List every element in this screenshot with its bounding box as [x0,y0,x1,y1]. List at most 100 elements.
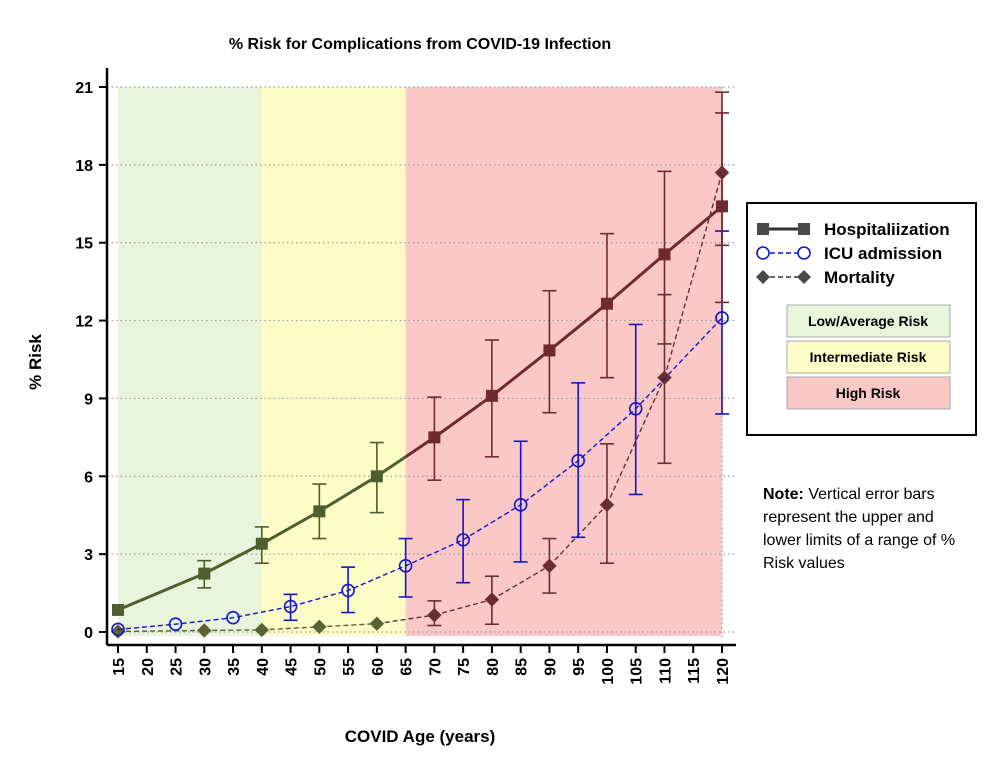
mortality-line-seg-1 [204,629,262,632]
chart-title: % Risk for Complications from COVID-19 I… [229,36,611,53]
legend: Hospitaliization ICU admission Mortality Lo… [746,202,977,436]
x-tick-label-75: 75 [456,658,473,676]
note-body: Vertical error bars represent the upper … [763,486,956,572]
mortality-line-seg-6 [491,565,550,601]
mortality-point-80 [484,592,500,607]
y-tick-label-12: 12 [75,314,93,331]
x-tick-label-120: 120 [715,658,732,685]
risk-zones [118,87,722,636]
note-text: Note: Vertical error bars represent the … [763,483,973,575]
icu-point-15 [111,622,125,637]
hosp-point-60 [370,470,383,483]
mortality-point-60 [369,616,385,631]
grid-lines [107,86,735,640]
mortality-point-50 [312,619,327,635]
zone-0 [118,87,262,636]
note-label: Note: [763,486,804,503]
legend-zone-label-0: Low/Average Risk [808,313,928,329]
hosp-line-seg-8 [605,253,666,305]
legend-hosp-label: Hospitaliization [824,220,950,239]
y-tick-label-18: 18 [75,158,93,175]
mortality-point-70 [427,607,442,623]
x-tick-label-65: 65 [399,658,416,676]
mortality-point-40 [254,622,270,638]
icu-point-25 [168,617,183,632]
x-tick-label-25: 25 [169,658,186,676]
hosp-point-70 [428,431,441,444]
legend-zone-label-1: Intermediate Risk [810,349,927,365]
icu-point-105 [628,402,643,416]
mortality-line-seg-4 [376,614,435,625]
y-tick-label-9: 9 [84,391,93,408]
hosp-point-40 [255,537,268,550]
x-tick-label-30: 30 [197,658,214,676]
legend-mort-marker-b [797,270,811,284]
legend-hosp-marker-a [757,223,769,235]
y-tick-label-3: 3 [84,547,93,564]
icu-point-75 [456,533,470,547]
mortality-line-seg-9 [663,172,723,378]
hosp-point-30 [198,567,211,580]
x-tick-label-70: 70 [427,658,444,676]
x-tick-label-100: 100 [600,658,617,685]
legend-mort-label: Mortality [824,268,895,287]
hosp-point-15 [112,603,124,616]
x-tick-label-20: 20 [140,658,157,676]
hosp-line-seg-5 [433,394,493,439]
icu-point-45 [283,599,298,614]
x-tick-label-50: 50 [312,658,329,676]
x-tick-label-110: 110 [657,658,674,684]
icu-point-85 [513,498,528,512]
series-group [110,91,730,639]
x-tick-label-105: 105 [629,658,646,685]
x-tick-label-95: 95 [571,658,588,676]
x-tick-label-85: 85 [514,658,531,676]
hosp-line-seg-2 [261,510,321,546]
icu-point-120 [715,311,729,325]
y-tick-label-21: 21 [75,80,93,97]
hosp-line-seg-9 [663,205,723,256]
legend-icu-marker-b [797,246,811,260]
legend-icu-marker-a [756,246,770,260]
icu-point-35 [226,610,240,625]
mortality-point-90 [542,558,557,574]
icu-point-95 [571,453,585,468]
x-tick-label-15: 15 [111,658,128,676]
mortality-point-30 [197,623,212,638]
y-tick-label-0: 0 [84,625,93,642]
y-axis-label: % Risk [26,334,45,390]
x-tick-label-55: 55 [341,658,358,676]
mortality-line-seg-2 [261,626,320,631]
hosp-point-100 [600,297,613,310]
legend-zone-label-2: High Risk [836,385,901,401]
icu-line [117,317,723,631]
hosp-line-seg-7 [548,302,608,352]
x-tick-label-80: 80 [485,658,502,676]
legend-zone-box-1 [786,340,951,374]
y-tick-label-15: 15 [75,236,93,253]
axes: 0 3 6 9 12 15 18 21 15 20 25 30 35 40 45 50 55 60 65 70 75 80… [75,68,736,685]
icu-point-55 [341,583,355,598]
x-tick-label-45: 45 [284,658,301,676]
icu-point-65 [398,559,413,573]
legend-icu-label: ICU admission [824,244,942,263]
mortality-line-seg-0 [117,629,205,633]
mortality-line-seg-5 [434,598,493,616]
x-tick-label-35: 35 [226,658,243,676]
hosp-point-80 [485,389,498,402]
hosp-line-seg-1 [203,542,263,575]
legend-zone-box-0 [786,304,951,338]
x-axis-label: COVID Age (years) [345,727,496,746]
legend-zone-box-2 [786,376,951,410]
x-tick-label-115: 115 [686,658,703,684]
x-tick-label-60: 60 [370,658,387,676]
legend-mort-marker-a [756,270,770,284]
hosp-line-seg-0 [117,572,205,612]
hosp-point-110 [658,248,671,261]
y-tick-label-6: 6 [84,469,93,486]
x-tick-label-90: 90 [542,658,559,676]
hosp-line-seg-6 [490,349,551,398]
hosp-line-seg-3 [318,475,378,513]
x-tick-label-40: 40 [255,658,272,676]
